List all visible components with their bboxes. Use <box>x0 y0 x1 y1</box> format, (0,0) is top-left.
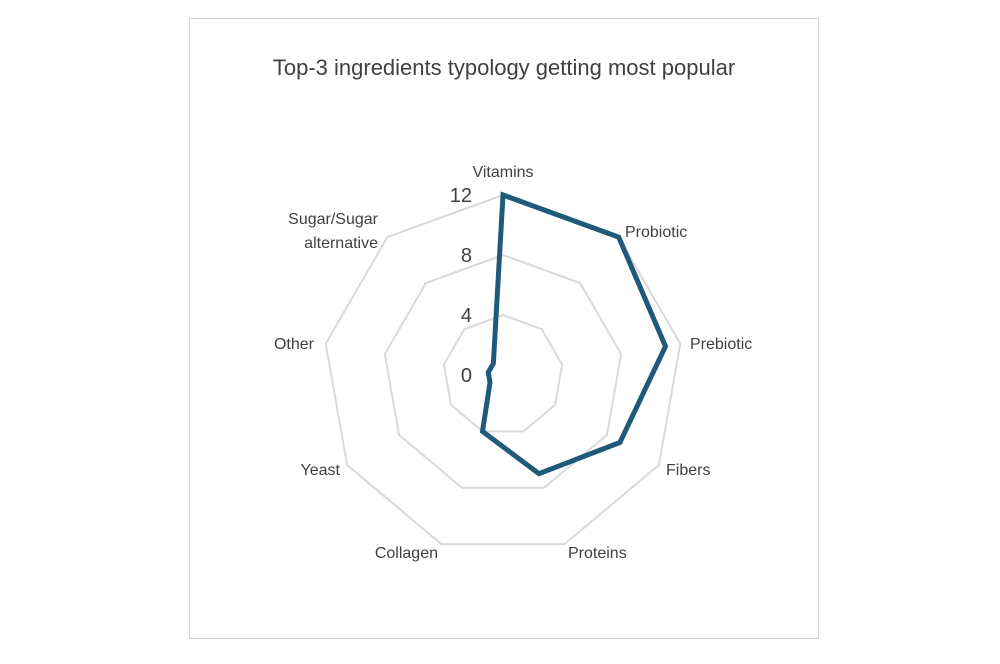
category-label-yeast: Yeast <box>301 462 341 479</box>
data-point-proteins <box>538 473 540 475</box>
tick-label-0: 0 <box>461 365 472 387</box>
data-point-vitamins <box>502 194 504 196</box>
data-point-collagen <box>481 430 483 432</box>
category-label-vitamins: Vitamins <box>472 164 533 181</box>
radar-grid <box>324 193 682 546</box>
radial-tick-labels: 0 4 8 12 <box>450 185 472 387</box>
chart-title: Top-3 ingredients typology getting most … <box>272 55 736 80</box>
data-point-sugar-sugar-alternative <box>492 363 494 365</box>
chart-frame <box>189 18 819 639</box>
category-label-prebiotic: Prebiotic <box>690 336 752 353</box>
category-label-collagen: Collagen <box>375 545 438 562</box>
grid-ring-12 <box>324 193 682 546</box>
data-point-prebiotic <box>664 345 666 347</box>
category-label-other: Other <box>274 336 315 353</box>
data-point-yeast <box>489 382 491 383</box>
category-labels: Vitamins Probiotic Prebiotic Fibers Proteins… <box>274 164 752 562</box>
data-point-fibers <box>619 442 621 443</box>
category-label-sugar-sugar-alternative: Sugar/Sugar alternative <box>288 211 379 252</box>
category-label-probiotic: Probiotic <box>625 224 687 241</box>
data-point-probiotic <box>618 236 620 238</box>
category-label-proteins: Proteins <box>568 545 627 562</box>
grid-ring-4 <box>442 313 564 433</box>
tick-label-4: 4 <box>461 305 472 327</box>
tick-label-12: 12 <box>450 185 472 207</box>
series-line-0 <box>479 191 669 477</box>
data-point-other <box>487 371 489 373</box>
series-layer <box>479 191 669 477</box>
grid-ring-8 <box>383 253 623 489</box>
category-label-fibers: Fibers <box>666 462 710 479</box>
tick-label-8: 8 <box>461 245 472 267</box>
